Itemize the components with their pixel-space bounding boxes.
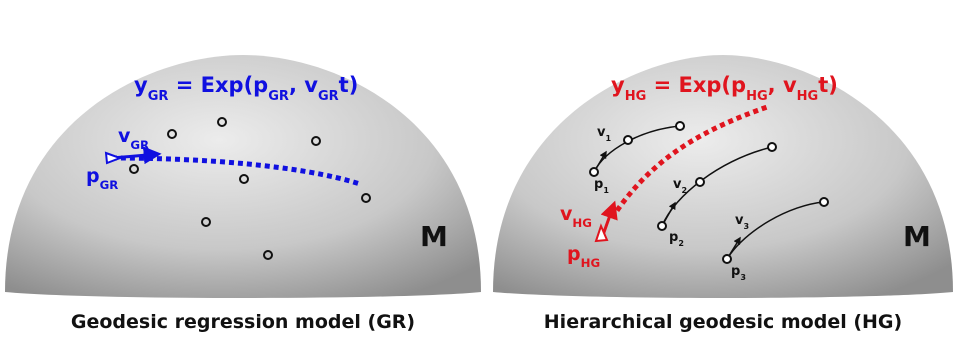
subscript: 2 bbox=[681, 186, 687, 195]
text-part: v bbox=[304, 73, 318, 97]
text-part: p bbox=[86, 165, 100, 187]
text-part: , bbox=[768, 73, 783, 97]
text-part: v bbox=[560, 203, 573, 225]
subscript: 3 bbox=[743, 222, 749, 231]
subscript: 1 bbox=[603, 186, 609, 195]
text-part: = Exp( bbox=[168, 73, 253, 97]
subscript: 3 bbox=[740, 273, 746, 282]
text-part: y bbox=[611, 73, 625, 97]
subscript: 1 bbox=[605, 134, 611, 143]
subscript: HG bbox=[572, 216, 592, 230]
manifold-label: M bbox=[420, 220, 448, 253]
figure: yGR = Exp(pGR, vGRt)yHG = Exp(pHG, vHGt)… bbox=[0, 0, 955, 341]
text-part: t) bbox=[339, 73, 359, 97]
subscript: GR bbox=[100, 178, 119, 192]
text-part: p bbox=[594, 177, 603, 192]
text-part: = Exp( bbox=[646, 73, 731, 97]
subscript: 2 bbox=[678, 239, 684, 248]
subscript: GR bbox=[268, 89, 289, 104]
text-part: p bbox=[731, 73, 746, 97]
text-part: p bbox=[567, 243, 581, 265]
manifold-label: M bbox=[903, 220, 931, 253]
subscript: HG bbox=[746, 89, 768, 104]
text-part: v bbox=[783, 73, 797, 97]
subscript: GR bbox=[318, 89, 339, 104]
caption: Hierarchical geodesic model (HG) bbox=[544, 311, 902, 333]
text-part: v bbox=[118, 125, 131, 147]
text-part: p bbox=[731, 264, 740, 279]
subscript: HG bbox=[625, 89, 647, 104]
text-part: p bbox=[669, 230, 678, 245]
text-part: y bbox=[134, 73, 148, 97]
text-part: p bbox=[253, 73, 268, 97]
subscript: GR bbox=[148, 89, 169, 104]
subscript: GR bbox=[130, 138, 149, 152]
text-part: t) bbox=[818, 73, 838, 97]
caption: Geodesic regression model (GR) bbox=[71, 311, 415, 333]
subscript: HG bbox=[581, 256, 601, 270]
text-part: , bbox=[289, 73, 304, 97]
subscript: HG bbox=[797, 89, 819, 104]
